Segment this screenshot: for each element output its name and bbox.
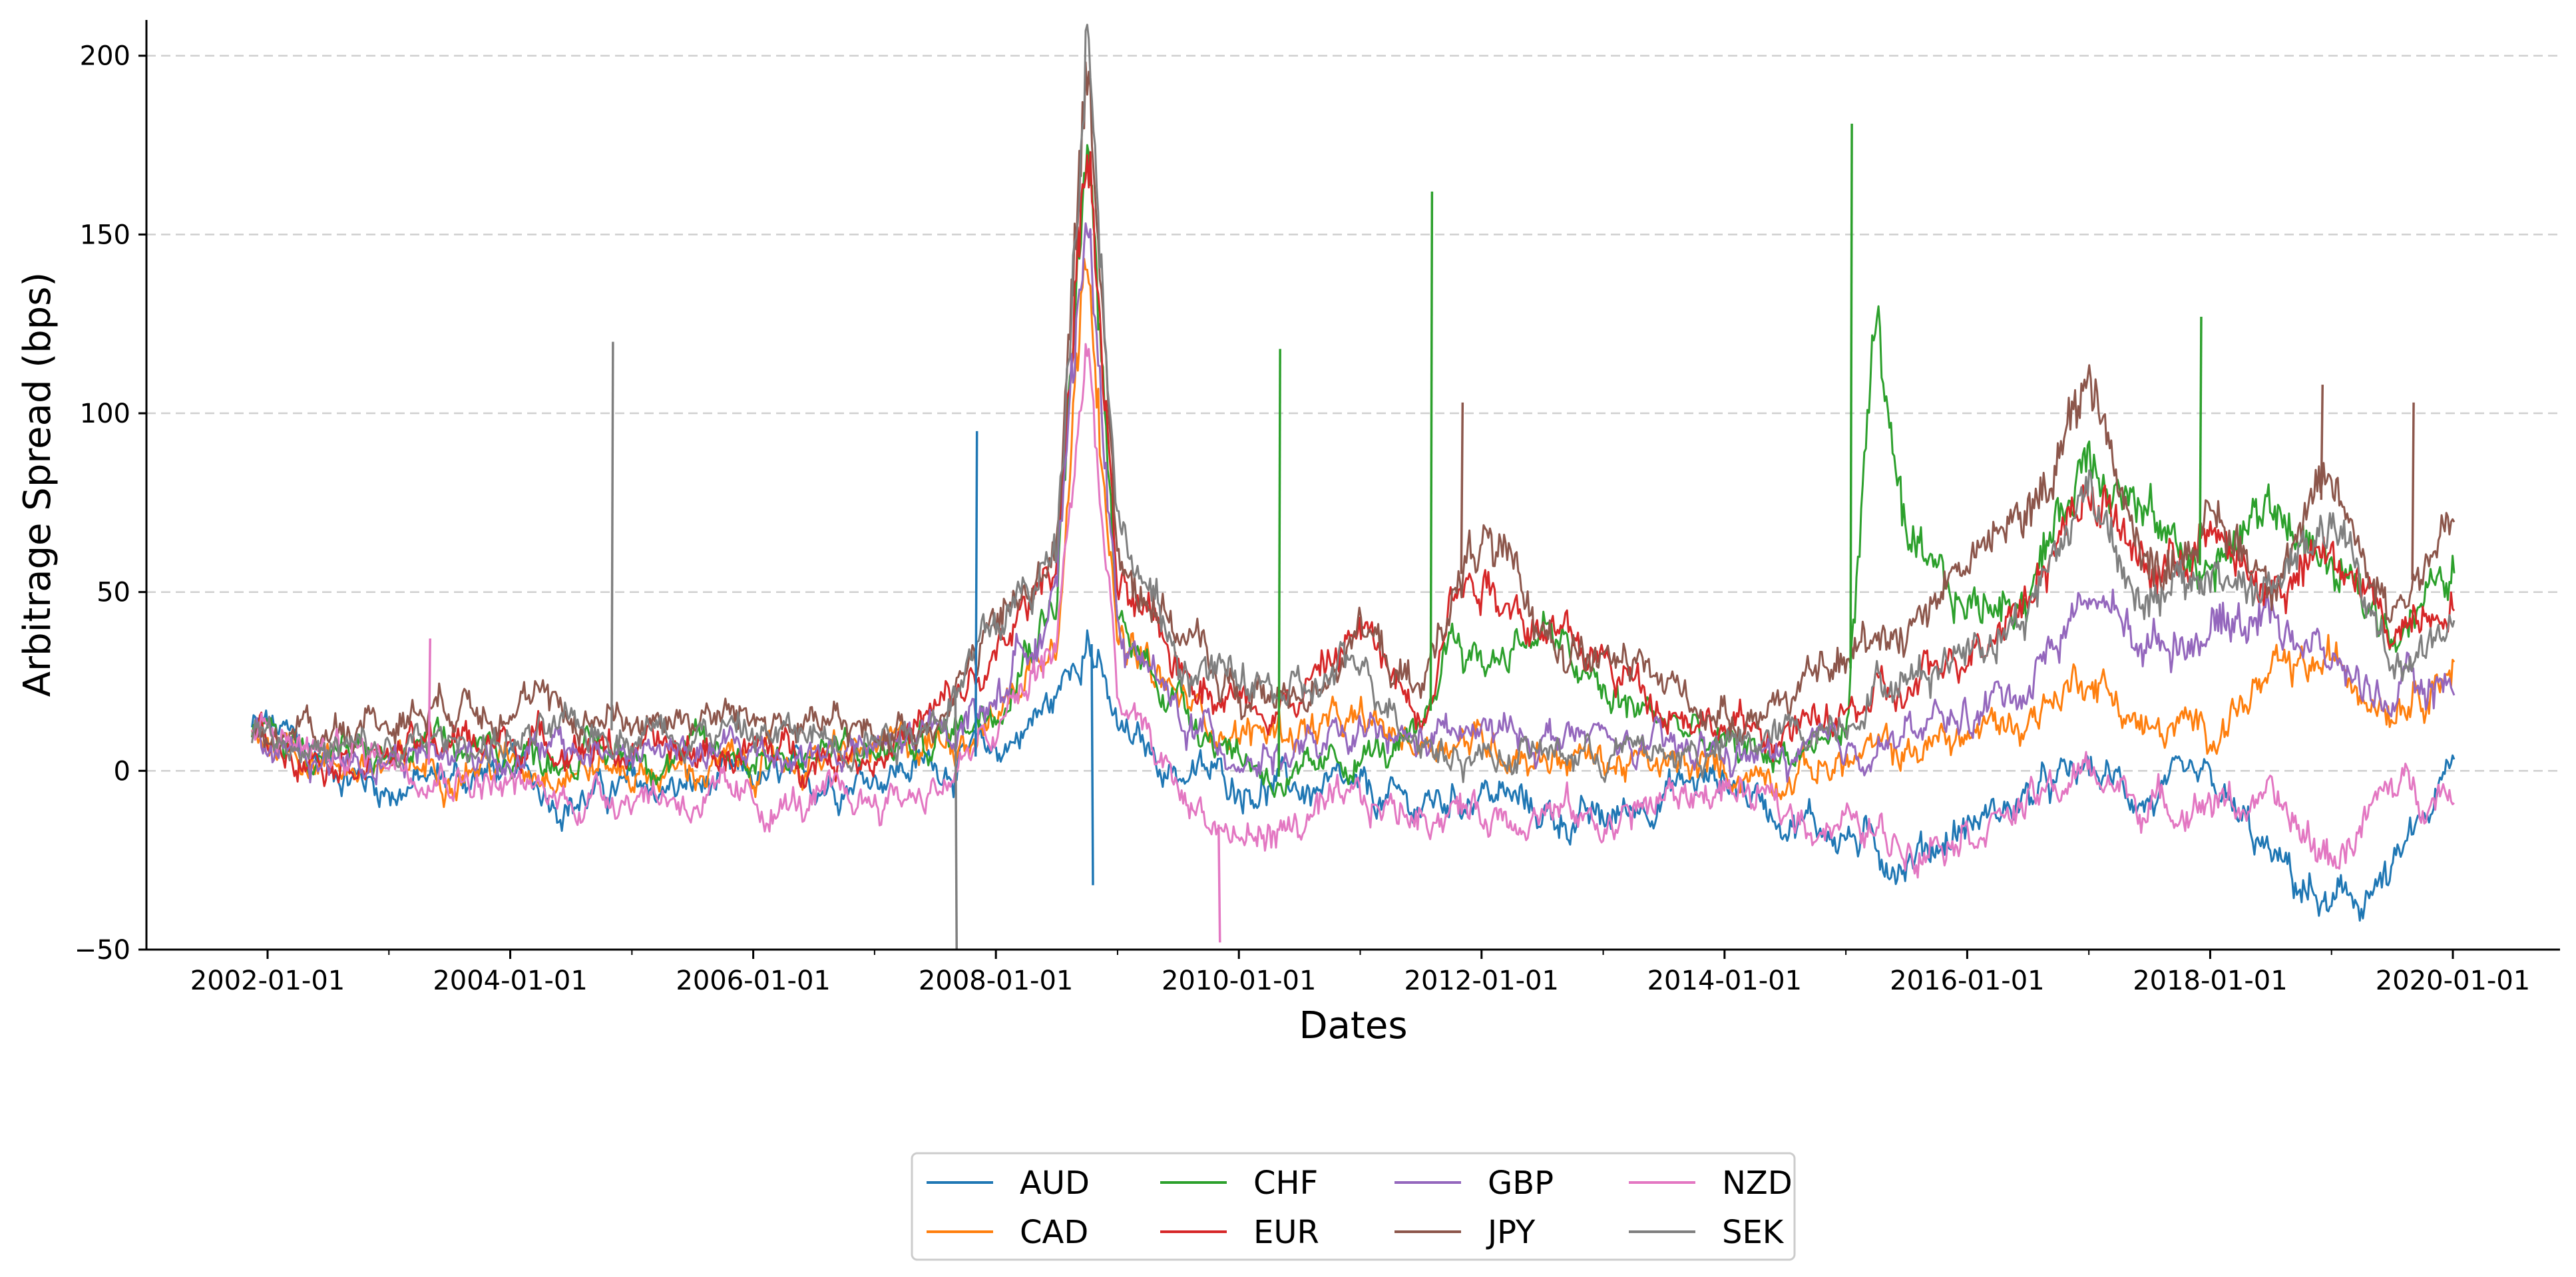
spike-chf [1277, 349, 1281, 777]
series-line-chf [251, 144, 2456, 799]
legend-item-sek: SEK [1629, 1214, 1785, 1251]
series-line-sek [251, 23, 2456, 783]
x-tick-label: 2016-01-01 [1890, 966, 2044, 996]
series-lines [251, 23, 2456, 950]
legend-label: GBP [1488, 1165, 1554, 1202]
legend-label: EUR [1253, 1214, 1319, 1251]
x-tick-label: 2020-01-01 [2376, 966, 2530, 996]
legend-frame [911, 1152, 1796, 1261]
legend-item-cad: CAD [927, 1214, 1088, 1251]
spike-nzd [1217, 824, 1221, 943]
axes [145, 20, 2560, 951]
spike-chf [2199, 316, 2203, 566]
legend-item-nzd: NZD [1629, 1165, 1793, 1202]
legend-label: JPY [1486, 1214, 1536, 1251]
y-axis-title: Arbitrage Spread (bps) [16, 272, 59, 697]
legend-item-eur: EUR [1160, 1214, 1319, 1251]
x-tick-label: 2010-01-01 [1162, 966, 1316, 996]
legend-item-aud: AUD [927, 1165, 1090, 1202]
x-tick-label: 2006-01-01 [676, 966, 830, 996]
x-axis-title: Dates [1299, 1004, 1407, 1047]
spike-jpy [1460, 402, 1464, 574]
x-tick-label: 2018-01-01 [2133, 966, 2287, 996]
spike-chf [1849, 123, 1853, 669]
y-tick-label: 150 [80, 220, 130, 250]
spike-aud [1090, 643, 1094, 886]
spike-nzd [427, 638, 431, 765]
y-tick-label: 50 [97, 578, 130, 608]
legend-item-jpy: JPY [1395, 1214, 1536, 1251]
y-gridlines [146, 55, 2560, 772]
y-axis-ticks: −50 0 50 100 150 200 [75, 41, 146, 966]
spike-sek [954, 687, 958, 950]
x-tick-label: 2012-01-01 [1404, 966, 1559, 996]
spike-sek [610, 341, 614, 731]
legend-label: CAD [1020, 1214, 1088, 1251]
series-line-jpy [251, 61, 2456, 754]
legend-item-chf: CHF [1160, 1165, 1318, 1202]
series-line-eur [251, 151, 2456, 789]
y-tick-label: −50 [75, 935, 130, 966]
spike-aud [974, 431, 978, 757]
x-tick-label: 2008-01-01 [919, 966, 1073, 996]
legend-label: NZD [1722, 1165, 1793, 1202]
y-tick-label: 100 [80, 399, 130, 429]
series-line-nzd [251, 343, 2455, 879]
legend-item-gbp: GBP [1395, 1165, 1554, 1202]
y-tick-label: 0 [114, 756, 130, 787]
x-tick-label: 2004-01-01 [433, 966, 587, 996]
legend: AUD CAD CHF EUR GBP JPY NZD SEK [911, 1152, 1796, 1261]
spike-jpy [2320, 385, 2324, 500]
x-tick-label: 2014-01-01 [1647, 966, 1802, 996]
spike-jpy [2411, 402, 2415, 580]
y-tick-label: 200 [80, 41, 130, 72]
x-tick-label: 2002-01-01 [190, 966, 345, 996]
legend-label: SEK [1722, 1214, 1785, 1251]
legend-label: AUD [1020, 1165, 1090, 1202]
spike-chf [1429, 191, 1434, 711]
legend-label: CHF [1253, 1165, 1318, 1202]
x-axis-ticks: 2002-01-01 2004-01-01 2006-01-01 2008-01-01… [190, 950, 2530, 996]
